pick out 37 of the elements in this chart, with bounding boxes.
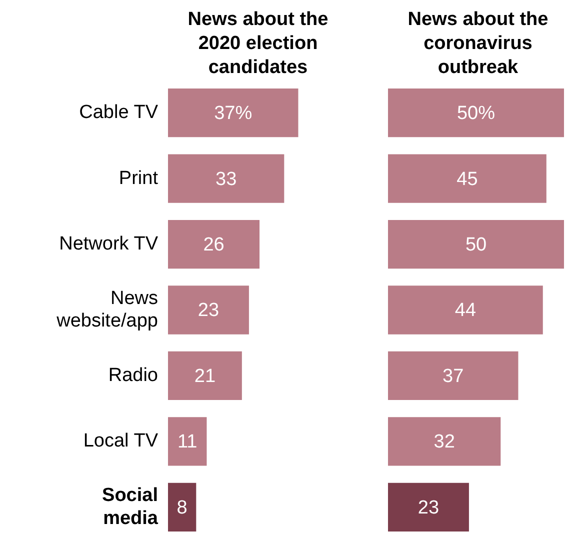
bar [168,154,284,203]
y-tick-label: News website/app [56,288,158,332]
bar [388,154,546,203]
data-label: 23 [198,300,220,322]
y-tick-label: Local TV [83,430,158,452]
data-label: 23 [418,497,440,518]
data-label: 8 [176,497,188,518]
data-label: 44 [454,300,476,322]
bar [388,351,518,400]
y-tick-label: Print [118,168,159,189]
data-label: 26 [203,234,224,256]
bar [388,220,564,269]
bar [168,417,207,466]
y-tick-label: Radio [108,364,158,386]
chart-title: News about the coronavirus outbreak [406,8,550,80]
bar [388,482,469,532]
data-label: 33 [216,168,237,190]
bar [168,286,249,334]
bar [168,482,196,532]
bar [388,286,543,334]
data-label: 37% [214,103,252,124]
data-label: 21 [194,366,216,387]
data-label: 37 [442,366,464,387]
bar [168,351,242,400]
data-label: 11 [177,432,198,453]
data-label: 32 [434,432,455,453]
bar [168,88,298,138]
data-label: 50 [465,234,487,256]
y-tick-label: Cable TV [79,102,158,124]
chart-title: News about the 2020 election candidates [186,8,330,80]
bar [388,417,501,466]
y-tick-label: Network TV [59,234,158,255]
bar [168,220,260,269]
bar [388,88,564,138]
data-label: 45 [456,168,478,190]
y-tick-label: Social media [102,484,158,529]
data-label: 50% [456,103,496,124]
